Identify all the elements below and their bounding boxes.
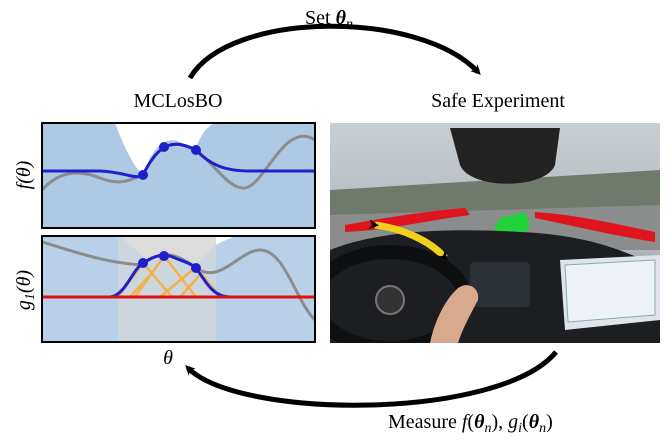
right-title: Safe Experiment bbox=[431, 90, 565, 112]
shape bbox=[138, 258, 148, 268]
shape bbox=[450, 128, 560, 184]
text-part: ) bbox=[546, 411, 553, 433]
label-text: Set bbox=[305, 7, 331, 29]
shape bbox=[129, 274, 151, 298]
label-subscript: n bbox=[539, 421, 546, 436]
label-subscript: n bbox=[346, 17, 353, 32]
shape bbox=[191, 263, 201, 273]
label-subscript: n bbox=[484, 421, 491, 436]
shape bbox=[118, 236, 216, 342]
shape bbox=[42, 123, 315, 228]
top-arrow-label: Set θn bbox=[305, 7, 353, 32]
shape bbox=[159, 142, 169, 152]
function-g: g bbox=[508, 411, 518, 433]
shape bbox=[535, 212, 655, 242]
function-name: f bbox=[13, 181, 35, 189]
top-arrow bbox=[187, 23, 481, 80]
shape bbox=[430, 285, 479, 343]
argument: θ bbox=[13, 167, 35, 177]
shape bbox=[179, 274, 201, 298]
argument: θ bbox=[13, 276, 35, 286]
left-title: MCLosBO bbox=[134, 90, 223, 112]
shape bbox=[191, 145, 201, 155]
label-symbol: θ bbox=[336, 7, 347, 29]
f-label: f(θ) bbox=[13, 160, 35, 189]
function-subscript: 1 bbox=[23, 293, 38, 300]
shape bbox=[159, 251, 169, 261]
shape bbox=[470, 262, 530, 307]
shape bbox=[375, 285, 405, 315]
bottom-arrow-label: Measure f(θn), gi(θn) bbox=[388, 411, 553, 436]
shape bbox=[42, 236, 315, 342]
shape bbox=[41, 235, 316, 343]
label-symbol: θ bbox=[474, 411, 485, 433]
function-g-subscript: i bbox=[518, 421, 522, 436]
f-plot bbox=[41, 122, 316, 229]
g-label: g1(θ) bbox=[13, 270, 38, 311]
shape bbox=[368, 219, 448, 262]
g-plot bbox=[41, 235, 316, 343]
text-part: ( bbox=[13, 285, 35, 293]
function-f: f bbox=[462, 411, 470, 433]
bottom-arrow bbox=[185, 350, 558, 408]
label-text: Measure bbox=[388, 411, 457, 433]
function-name: g bbox=[13, 300, 35, 310]
text-part: ), bbox=[491, 411, 508, 433]
shape bbox=[42, 123, 315, 228]
shape bbox=[564, 259, 656, 323]
text-part: ( bbox=[522, 411, 529, 433]
experiment-photo bbox=[330, 123, 660, 343]
label-symbol: θ bbox=[529, 411, 540, 433]
shape bbox=[41, 122, 316, 229]
shape bbox=[138, 170, 148, 180]
shape bbox=[42, 253, 315, 299]
x-axis-label: θ bbox=[163, 347, 173, 369]
